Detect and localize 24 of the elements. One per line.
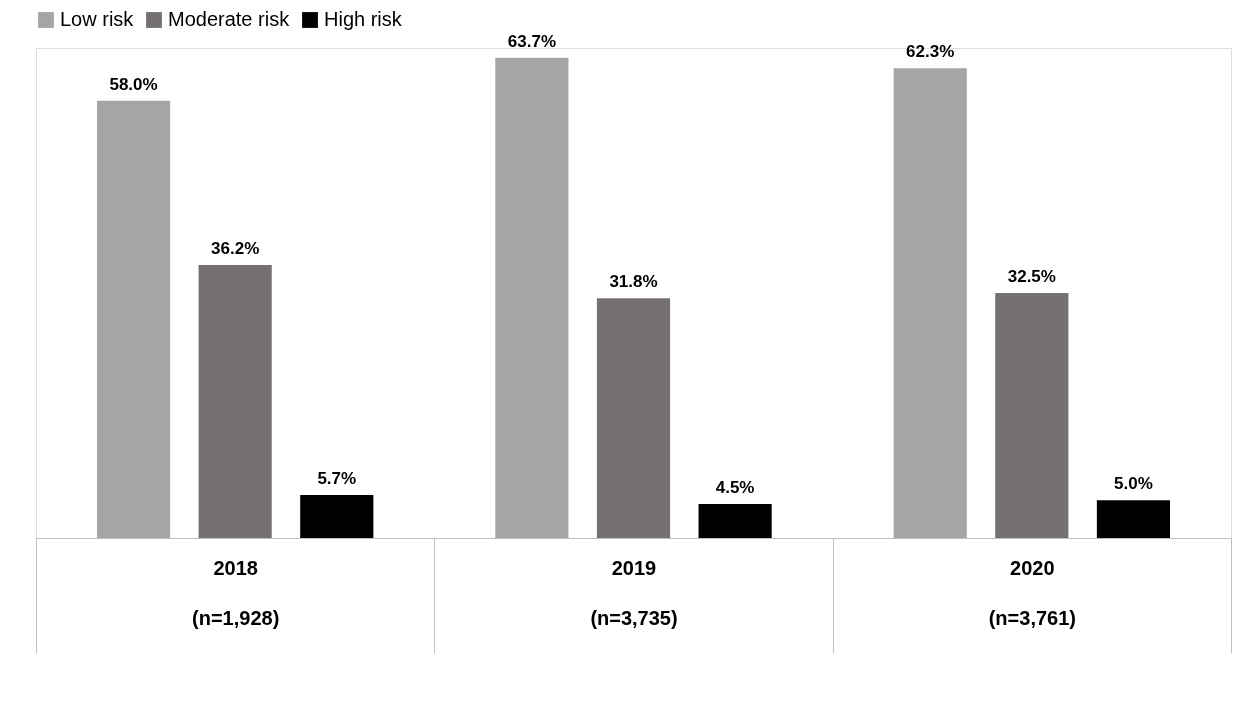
data-label: 4.5%: [715, 478, 755, 498]
bar: [198, 265, 272, 538]
data-label: 31.8%: [609, 272, 658, 292]
legend-label: High risk: [324, 8, 403, 30]
bar: [495, 57, 569, 538]
category-label: 2020 (n=3,761): [988, 556, 1076, 629]
bar: [995, 293, 1069, 538]
legend-label: Moderate risk: [168, 8, 291, 30]
data-label: 36.2%: [211, 239, 260, 259]
bar: [96, 100, 171, 538]
bar: [300, 495, 374, 538]
data-label: 62.3%: [906, 42, 955, 62]
legend-label: Low risk: [60, 8, 135, 30]
data-label: 5.7%: [317, 469, 357, 489]
category-label: 2018 (n=1,928): [192, 556, 280, 629]
bar: [1096, 500, 1171, 538]
data-label: 58.0%: [109, 74, 158, 94]
bar: [893, 68, 967, 538]
data-label: 5.0%: [1114, 474, 1153, 494]
bar: [698, 504, 772, 538]
category-label: 2019 (n=3,735): [590, 556, 678, 629]
data-label: 32.5%: [1007, 267, 1056, 286]
data-label: 63.7%: [507, 31, 556, 51]
bar: [596, 298, 671, 538]
